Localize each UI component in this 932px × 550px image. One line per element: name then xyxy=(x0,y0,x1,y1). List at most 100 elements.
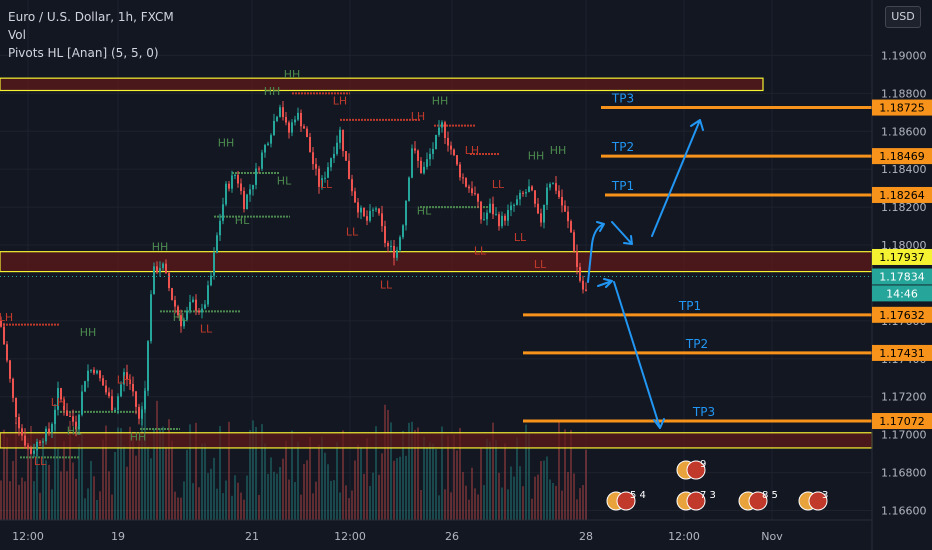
candle-body xyxy=(96,370,98,374)
candle-body xyxy=(27,445,29,449)
candle-body xyxy=(519,192,521,200)
candle-body xyxy=(411,148,413,178)
volume-bar xyxy=(312,493,314,520)
candle-body xyxy=(3,326,5,345)
volume-bar xyxy=(489,441,491,520)
volume-bar xyxy=(480,448,482,520)
candle-body xyxy=(6,344,8,361)
y-tick-label: 1.18400 xyxy=(881,163,927,176)
volume-bar xyxy=(201,443,203,520)
volume-bar xyxy=(540,460,542,520)
x-tick-label: 12:00 xyxy=(334,530,366,543)
candle-body xyxy=(339,129,341,143)
news-event-icon[interactable]: 8 5 xyxy=(738,490,778,511)
volume-bar xyxy=(546,456,548,520)
candle-body xyxy=(495,214,497,216)
volume-bar xyxy=(87,488,89,520)
volume-bar xyxy=(66,471,68,520)
volume-bar xyxy=(165,446,167,520)
candle-body xyxy=(123,372,125,385)
candle-body xyxy=(396,250,398,258)
pivots-indicator-label[interactable]: Pivots HL [Anan] (5, 5, 0) xyxy=(8,46,159,60)
candle-body xyxy=(120,384,122,397)
volume-bar xyxy=(402,430,404,520)
pivot-label: HL xyxy=(235,214,250,227)
y-tick-label: 1.17000 xyxy=(881,429,927,442)
zone-middle-zone xyxy=(0,251,873,273)
target-price-text: 1.17632 xyxy=(879,309,925,322)
volume-bar xyxy=(477,494,479,520)
candle-body xyxy=(492,203,494,215)
volume-bar xyxy=(273,471,275,520)
candle-body xyxy=(426,159,428,167)
candle-body xyxy=(24,435,26,446)
target-price-text: 1.18264 xyxy=(879,189,925,202)
volume-bar xyxy=(513,476,515,520)
news-event-icon[interactable]: 9 xyxy=(676,459,706,480)
volume-bar xyxy=(189,424,191,520)
volume-bar xyxy=(288,479,290,520)
symbol-title[interactable]: Euro / U.S. Dollar, 1h, FXCM xyxy=(8,10,174,24)
volume-bar xyxy=(198,487,200,520)
volume-bar xyxy=(18,484,20,520)
candle-body xyxy=(276,116,278,121)
pivot-label: LL xyxy=(514,231,527,244)
news-events[interactable]: 5 4 7 3 9 8 5 3 xyxy=(606,459,828,511)
volume-indicator-label[interactable]: Vol xyxy=(8,28,26,42)
candle-body xyxy=(363,207,365,217)
candle-body xyxy=(552,183,554,185)
pivot-label: LL xyxy=(34,455,47,468)
pivot-label: HL xyxy=(417,205,432,218)
candle-body xyxy=(420,160,422,174)
pivot-label: LL xyxy=(380,279,393,292)
x-tick-label: 19 xyxy=(111,530,125,543)
volume-bar xyxy=(525,424,527,520)
pivot-label: LH xyxy=(465,144,479,157)
pivot-label: HH xyxy=(80,326,97,339)
news-event-icon[interactable]: 5 4 xyxy=(606,490,646,511)
target-label: TP2 xyxy=(685,337,708,351)
candle-body xyxy=(558,190,560,197)
candle-body xyxy=(312,152,314,165)
volume-bar xyxy=(444,489,446,520)
volume-bar xyxy=(27,438,29,520)
candle-body xyxy=(480,201,482,220)
volume-bar xyxy=(162,426,164,520)
volume-bar xyxy=(471,467,473,520)
volume-bar xyxy=(243,499,245,520)
pivot-label: HH xyxy=(130,430,147,443)
candle-body xyxy=(15,397,17,418)
candle-body xyxy=(297,112,299,120)
candle-body xyxy=(189,302,191,311)
currency-button[interactable]: USD xyxy=(885,6,921,28)
volume-bar xyxy=(585,449,587,520)
candle-body xyxy=(345,151,347,161)
volume-bar xyxy=(432,443,434,520)
candle-body xyxy=(108,392,110,397)
candle-body xyxy=(93,369,95,374)
candle-body xyxy=(507,210,509,221)
candle-body xyxy=(126,372,128,380)
volume-bar xyxy=(72,462,74,520)
volume-bar xyxy=(498,472,500,520)
candle-body xyxy=(135,391,137,407)
volume-bar xyxy=(102,439,104,520)
candle-body xyxy=(438,127,440,135)
candle-body xyxy=(327,167,329,178)
volume-bar xyxy=(93,476,95,520)
volume-bar xyxy=(126,466,128,520)
volume-bar xyxy=(252,420,254,520)
candle-body xyxy=(186,310,188,320)
volume-bar xyxy=(144,380,146,520)
volume-bar xyxy=(387,409,389,520)
news-event-icon[interactable]: 7 3 xyxy=(676,490,716,511)
candle-body xyxy=(132,383,134,392)
candle-body xyxy=(117,396,119,410)
news-event-icon[interactable]: 3 xyxy=(798,490,828,511)
volume-bar xyxy=(366,438,368,520)
chart-legend: Euro / U.S. Dollar, 1h, FXCM Vol Pivots … xyxy=(8,8,174,62)
news-event-badge xyxy=(686,460,706,480)
candle-body xyxy=(63,399,65,411)
